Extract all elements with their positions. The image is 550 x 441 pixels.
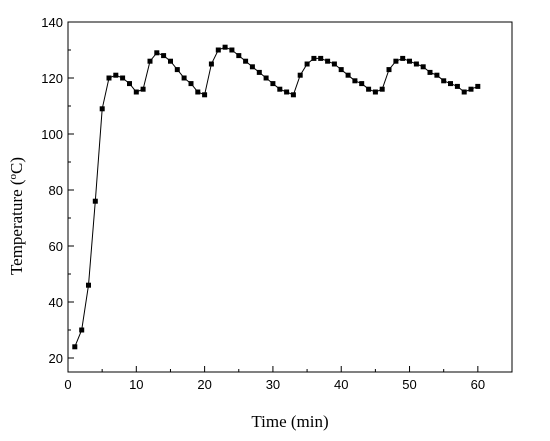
data-point xyxy=(420,64,426,70)
data-point xyxy=(127,81,132,87)
y-axis-title-unit: C) xyxy=(7,157,26,174)
data-point xyxy=(270,81,276,87)
data-point xyxy=(202,92,208,98)
data-point xyxy=(461,89,467,95)
data-point xyxy=(325,58,331,64)
data-point xyxy=(229,47,235,53)
x-tick-label: 40 xyxy=(334,377,348,392)
data-point xyxy=(277,86,283,92)
data-point xyxy=(249,64,255,70)
y-tick-label: 40 xyxy=(49,295,63,310)
data-point xyxy=(140,86,146,92)
data-point xyxy=(263,75,269,81)
data-point xyxy=(427,69,433,75)
data-point xyxy=(284,89,290,95)
data-point xyxy=(113,72,119,78)
data-point xyxy=(208,61,214,67)
y-axis-ticks: 20 40 60 80 100 120 140 xyxy=(41,15,74,366)
y-tick-label: 80 xyxy=(49,183,63,198)
data-point xyxy=(106,75,112,81)
data-point xyxy=(79,327,85,333)
data-point xyxy=(168,58,173,64)
data-point xyxy=(468,86,474,92)
data-point xyxy=(147,58,153,64)
x-tick-label: 0 xyxy=(64,377,71,392)
y-tick-label: 120 xyxy=(41,71,63,86)
plot-frame xyxy=(67,21,513,373)
data-point xyxy=(386,67,392,73)
data-point xyxy=(72,344,78,350)
data-point xyxy=(475,83,481,89)
data-point xyxy=(236,53,242,59)
data-point xyxy=(441,78,447,84)
data-point xyxy=(120,75,126,81)
y-tick-label: 100 xyxy=(41,127,63,142)
data-point xyxy=(379,86,385,92)
data-point xyxy=(352,78,358,84)
data-point xyxy=(331,61,337,67)
data-point xyxy=(413,61,419,67)
data-point xyxy=(304,61,310,67)
data-point xyxy=(215,47,221,53)
y-tick-label: 140 xyxy=(41,15,63,30)
y-tick-label: 60 xyxy=(49,239,63,254)
data-point xyxy=(86,282,91,288)
x-tick-label: 20 xyxy=(197,377,211,392)
x-tick-label: 60 xyxy=(471,377,485,392)
data-point xyxy=(297,72,303,78)
data-point xyxy=(174,67,180,73)
data-point xyxy=(345,72,351,78)
data-point xyxy=(448,81,453,87)
data-point xyxy=(400,55,406,61)
data-point xyxy=(181,75,187,81)
data-point xyxy=(133,89,139,95)
data-point xyxy=(195,89,201,95)
data-point xyxy=(311,55,317,61)
temperature-points xyxy=(72,44,481,350)
data-point xyxy=(454,83,460,89)
data-point xyxy=(290,92,296,98)
data-point xyxy=(161,53,167,59)
data-point xyxy=(243,58,249,64)
data-point xyxy=(393,58,399,64)
data-point xyxy=(366,86,372,92)
x-tick-label: 50 xyxy=(402,377,416,392)
data-point xyxy=(338,67,344,73)
x-axis-title: Time (min) xyxy=(251,412,328,431)
y-axis-title: Temperature (oC) xyxy=(7,157,26,275)
y-tick-label: 20 xyxy=(49,351,63,366)
data-point xyxy=(99,106,105,112)
data-point xyxy=(256,69,262,75)
x-tick-label: 10 xyxy=(129,377,143,392)
data-point xyxy=(188,81,194,87)
data-point xyxy=(154,50,160,56)
data-point xyxy=(92,198,98,204)
y-axis-title-degree: o xyxy=(7,173,19,179)
data-point xyxy=(359,81,365,87)
data-point xyxy=(372,89,378,95)
data-point xyxy=(407,58,412,64)
data-point xyxy=(434,72,440,78)
data-point xyxy=(318,55,324,61)
x-tick-label: 30 xyxy=(266,377,280,392)
data-point xyxy=(222,44,228,50)
y-axis-title-main: Temperature ( xyxy=(7,179,26,275)
x-axis-ticks: 0 10 20 30 40 50 60 xyxy=(64,366,485,392)
